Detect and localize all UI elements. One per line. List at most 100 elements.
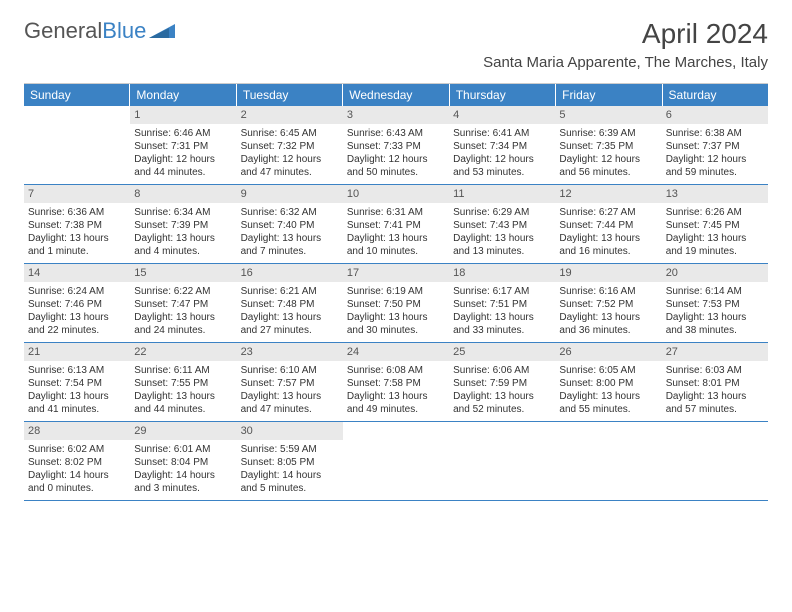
day-cell: 24Sunrise: 6:08 AMSunset: 7:58 PMDayligh…	[343, 343, 449, 421]
day-number: 11	[449, 185, 555, 203]
sunrise-text: Sunrise: 6:05 AM	[559, 364, 657, 377]
day-body: Sunrise: 6:10 AMSunset: 7:57 PMDaylight:…	[237, 361, 343, 420]
day-header: Monday	[130, 84, 236, 106]
sunrise-text: Sunrise: 6:01 AM	[134, 443, 232, 456]
day-body: Sunrise: 6:08 AMSunset: 7:58 PMDaylight:…	[343, 361, 449, 420]
day-body: Sunrise: 6:24 AMSunset: 7:46 PMDaylight:…	[24, 282, 130, 341]
sunrise-text: Sunrise: 6:06 AM	[453, 364, 551, 377]
day-cell: 29Sunrise: 6:01 AMSunset: 8:04 PMDayligh…	[130, 422, 236, 500]
sunrise-text: Sunrise: 5:59 AM	[241, 443, 339, 456]
calendar: Sunday Monday Tuesday Wednesday Thursday…	[24, 83, 768, 501]
day-body: Sunrise: 6:39 AMSunset: 7:35 PMDaylight:…	[555, 124, 661, 183]
sunrise-text: Sunrise: 6:27 AM	[559, 206, 657, 219]
day-body: Sunrise: 6:31 AMSunset: 7:41 PMDaylight:…	[343, 203, 449, 262]
daylight-text: Daylight: 14 hours and 5 minutes.	[241, 469, 339, 495]
sunset-text: Sunset: 7:44 PM	[559, 219, 657, 232]
day-cell: 25Sunrise: 6:06 AMSunset: 7:59 PMDayligh…	[449, 343, 555, 421]
day-header: Saturday	[663, 84, 768, 106]
daylight-text: Daylight: 13 hours and 16 minutes.	[559, 232, 657, 258]
day-body: Sunrise: 6:05 AMSunset: 8:00 PMDaylight:…	[555, 361, 661, 420]
sunrise-text: Sunrise: 6:26 AM	[666, 206, 764, 219]
daylight-text: Daylight: 13 hours and 47 minutes.	[241, 390, 339, 416]
sunset-text: Sunset: 7:46 PM	[28, 298, 126, 311]
day-cell: 27Sunrise: 6:03 AMSunset: 8:01 PMDayligh…	[662, 343, 768, 421]
day-number: 23	[237, 343, 343, 361]
day-number: 3	[343, 106, 449, 124]
daylight-text: Daylight: 13 hours and 52 minutes.	[453, 390, 551, 416]
sunrise-text: Sunrise: 6:43 AM	[347, 127, 445, 140]
sunset-text: Sunset: 7:32 PM	[241, 140, 339, 153]
day-cell: 10Sunrise: 6:31 AMSunset: 7:41 PMDayligh…	[343, 185, 449, 263]
daylight-text: Daylight: 13 hours and 24 minutes.	[134, 311, 232, 337]
sunset-text: Sunset: 7:35 PM	[559, 140, 657, 153]
day-cell: 1Sunrise: 6:46 AMSunset: 7:31 PMDaylight…	[130, 106, 236, 184]
day-body: Sunrise: 6:01 AMSunset: 8:04 PMDaylight:…	[130, 440, 236, 499]
sunset-text: Sunset: 7:40 PM	[241, 219, 339, 232]
daylight-text: Daylight: 13 hours and 33 minutes.	[453, 311, 551, 337]
sunset-text: Sunset: 7:37 PM	[666, 140, 764, 153]
day-cell: 6Sunrise: 6:38 AMSunset: 7:37 PMDaylight…	[662, 106, 768, 184]
day-cell: 18Sunrise: 6:17 AMSunset: 7:51 PMDayligh…	[449, 264, 555, 342]
day-number: 25	[449, 343, 555, 361]
day-number: 2	[237, 106, 343, 124]
day-body: Sunrise: 6:17 AMSunset: 7:51 PMDaylight:…	[449, 282, 555, 341]
day-cell: 7Sunrise: 6:36 AMSunset: 7:38 PMDaylight…	[24, 185, 130, 263]
day-number: 10	[343, 185, 449, 203]
daylight-text: Daylight: 13 hours and 41 minutes.	[28, 390, 126, 416]
sunrise-text: Sunrise: 6:34 AM	[134, 206, 232, 219]
day-cell: 28Sunrise: 6:02 AMSunset: 8:02 PMDayligh…	[24, 422, 130, 500]
sunset-text: Sunset: 7:55 PM	[134, 377, 232, 390]
day-header: Sunday	[24, 84, 130, 106]
daylight-text: Daylight: 13 hours and 38 minutes.	[666, 311, 764, 337]
sunset-text: Sunset: 7:58 PM	[347, 377, 445, 390]
sunset-text: Sunset: 7:48 PM	[241, 298, 339, 311]
day-cell: 15Sunrise: 6:22 AMSunset: 7:47 PMDayligh…	[130, 264, 236, 342]
day-number: 26	[555, 343, 661, 361]
day-cell: 13Sunrise: 6:26 AMSunset: 7:45 PMDayligh…	[662, 185, 768, 263]
daylight-text: Daylight: 13 hours and 44 minutes.	[134, 390, 232, 416]
daylight-text: Daylight: 12 hours and 50 minutes.	[347, 153, 445, 179]
daylight-text: Daylight: 13 hours and 36 minutes.	[559, 311, 657, 337]
daylight-text: Daylight: 12 hours and 47 minutes.	[241, 153, 339, 179]
daylight-text: Daylight: 13 hours and 19 minutes.	[666, 232, 764, 258]
sunset-text: Sunset: 7:57 PM	[241, 377, 339, 390]
sunset-text: Sunset: 7:31 PM	[134, 140, 232, 153]
daylight-text: Daylight: 13 hours and 57 minutes.	[666, 390, 764, 416]
week-row: 1Sunrise: 6:46 AMSunset: 7:31 PMDaylight…	[24, 106, 768, 185]
day-number: 16	[237, 264, 343, 282]
day-number: 7	[24, 185, 130, 203]
day-cell: 11Sunrise: 6:29 AMSunset: 7:43 PMDayligh…	[449, 185, 555, 263]
sunset-text: Sunset: 8:05 PM	[241, 456, 339, 469]
sunrise-text: Sunrise: 6:22 AM	[134, 285, 232, 298]
day-body	[662, 426, 768, 433]
day-number: 19	[555, 264, 661, 282]
sunrise-text: Sunrise: 6:31 AM	[347, 206, 445, 219]
sunset-text: Sunset: 7:53 PM	[666, 298, 764, 311]
week-row: 28Sunrise: 6:02 AMSunset: 8:02 PMDayligh…	[24, 422, 768, 501]
logo-text-2: Blue	[102, 18, 146, 44]
day-body: Sunrise: 6:45 AMSunset: 7:32 PMDaylight:…	[237, 124, 343, 183]
sunrise-text: Sunrise: 6:13 AM	[28, 364, 126, 377]
weeks-container: 1Sunrise: 6:46 AMSunset: 7:31 PMDaylight…	[24, 106, 768, 501]
sunrise-text: Sunrise: 6:45 AM	[241, 127, 339, 140]
day-number: 8	[130, 185, 236, 203]
logo-triangle-icon	[149, 18, 175, 44]
sunset-text: Sunset: 8:02 PM	[28, 456, 126, 469]
daylight-text: Daylight: 12 hours and 53 minutes.	[453, 153, 551, 179]
month-title: April 2024	[483, 18, 768, 50]
daylight-text: Daylight: 14 hours and 0 minutes.	[28, 469, 126, 495]
day-number: 24	[343, 343, 449, 361]
day-cell: 22Sunrise: 6:11 AMSunset: 7:55 PMDayligh…	[130, 343, 236, 421]
day-cell: 30Sunrise: 5:59 AMSunset: 8:05 PMDayligh…	[237, 422, 343, 500]
week-row: 21Sunrise: 6:13 AMSunset: 7:54 PMDayligh…	[24, 343, 768, 422]
day-body: Sunrise: 6:46 AMSunset: 7:31 PMDaylight:…	[130, 124, 236, 183]
day-cell	[343, 422, 449, 500]
day-header-row: Sunday Monday Tuesday Wednesday Thursday…	[24, 84, 768, 106]
daylight-text: Daylight: 13 hours and 22 minutes.	[28, 311, 126, 337]
sunset-text: Sunset: 8:01 PM	[666, 377, 764, 390]
sunset-text: Sunset: 8:04 PM	[134, 456, 232, 469]
day-cell	[449, 422, 555, 500]
sunset-text: Sunset: 7:52 PM	[559, 298, 657, 311]
sunrise-text: Sunrise: 6:10 AM	[241, 364, 339, 377]
day-cell: 8Sunrise: 6:34 AMSunset: 7:39 PMDaylight…	[130, 185, 236, 263]
